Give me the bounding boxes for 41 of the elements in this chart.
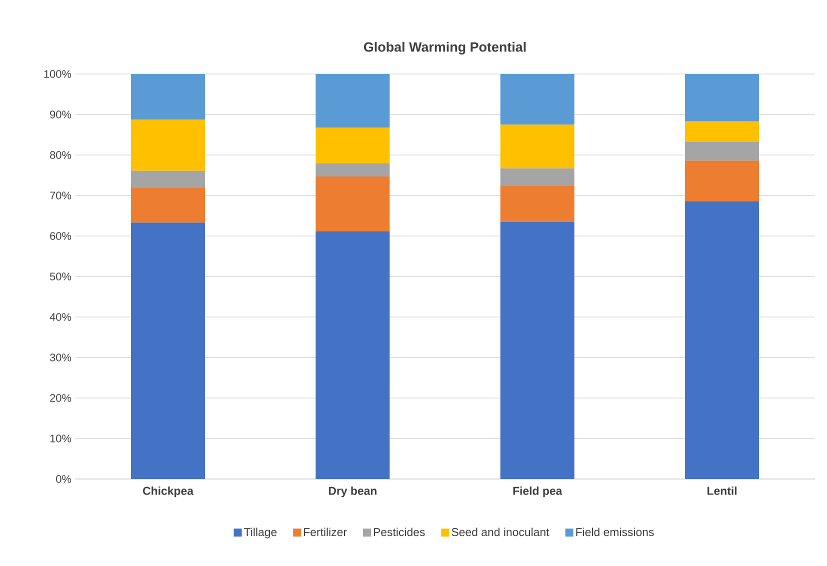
bar bbox=[685, 160, 760, 202]
bar bbox=[131, 74, 206, 120]
y-tick-label: 10% bbox=[50, 434, 72, 442]
bar bbox=[500, 74, 574, 125]
bar bbox=[131, 222, 206, 479]
bar bbox=[500, 124, 574, 168]
bar bbox=[685, 74, 760, 122]
y-tick-label: 70% bbox=[50, 192, 72, 200]
x-tick-label: Chickpea bbox=[143, 486, 194, 498]
bar bbox=[685, 121, 760, 142]
chart-title: Global Warming Potential bbox=[364, 42, 526, 54]
bar bbox=[316, 163, 390, 176]
bar bbox=[316, 74, 390, 128]
y-tick-label: 90% bbox=[50, 110, 72, 118]
legend-label: Fertilizer bbox=[304, 528, 347, 536]
y-tick-label: 80% bbox=[50, 151, 72, 159]
bar bbox=[500, 168, 574, 186]
legend-label: Tillage bbox=[244, 528, 277, 538]
bar bbox=[500, 185, 574, 222]
bar bbox=[131, 120, 206, 171]
bar bbox=[131, 187, 206, 223]
x-tick-label: Field pea bbox=[513, 486, 562, 498]
x-tick-label: Lentil bbox=[708, 486, 736, 495]
bar bbox=[500, 222, 574, 479]
bar bbox=[685, 142, 760, 161]
y-tick-label: 20% bbox=[50, 394, 72, 402]
bar bbox=[316, 231, 390, 479]
y-tick-label: 60% bbox=[50, 232, 72, 240]
legend-label: Seed and inoculant bbox=[452, 528, 550, 536]
y-tick-label: 30% bbox=[50, 354, 72, 362]
bar bbox=[316, 176, 390, 232]
legend-label: Pesticides bbox=[374, 528, 425, 536]
bar bbox=[131, 170, 206, 188]
y-tick-label: 40% bbox=[50, 313, 72, 321]
x-tick-label: Dry bean bbox=[328, 486, 376, 498]
y-tick-label: 0% bbox=[56, 475, 72, 483]
legend-label: Field emissions bbox=[576, 528, 654, 536]
y-tick-label: 50% bbox=[50, 272, 72, 280]
y-tick-label: 100% bbox=[44, 70, 72, 78]
bar bbox=[316, 127, 390, 164]
bar bbox=[685, 201, 760, 479]
